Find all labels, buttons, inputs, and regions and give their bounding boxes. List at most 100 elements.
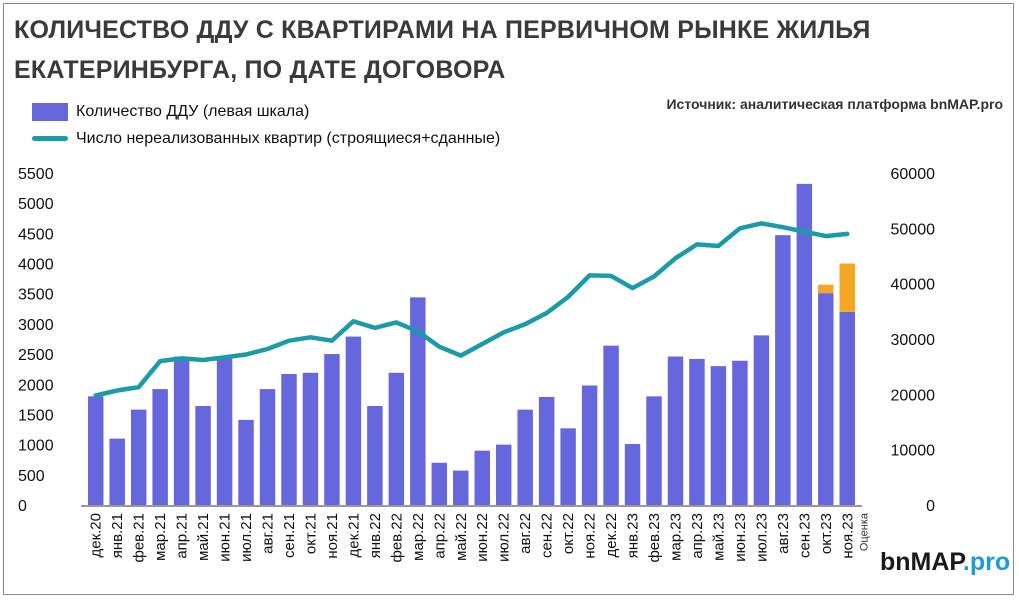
estimate-bar-segment: [818, 284, 834, 294]
x-tick-label: дек.22: [603, 513, 620, 558]
y-right-tick-label: 20000: [891, 387, 936, 404]
bar: [538, 396, 555, 505]
bar: [238, 419, 254, 505]
y-left-tick-label: 4500: [18, 226, 54, 243]
y-left-tick-label: 2000: [18, 377, 54, 394]
x-tick-label: янв.23: [625, 513, 642, 558]
x-tick-label: окт.23: [818, 513, 835, 554]
bar: [367, 406, 383, 505]
x-tick-label: апр.21: [174, 513, 191, 559]
estimate-bar-segment: [839, 263, 855, 312]
y-left-tick-label: 500: [18, 468, 45, 485]
y-right-tick-label: 50000: [891, 221, 936, 238]
y-right-tick-label: 0: [926, 498, 935, 515]
y-left-tick-label: 5500: [18, 166, 54, 183]
source-note: Источник: аналитическая платформа bnMAP.…: [666, 96, 1003, 112]
line-series-unsold: [93, 221, 850, 398]
x-tick-label: дек.20: [88, 513, 105, 558]
title-line-1: КОЛИЧЕСТВО ДДУ С КВАРТИРАМИ НА ПЕРВИЧНОМ…: [14, 16, 871, 44]
bar: [753, 335, 770, 505]
logo-bn: bn: [880, 548, 911, 576]
x-tick-label: фев.22: [388, 513, 405, 563]
x-tick-label: ноя.21: [324, 513, 341, 559]
y-right-tick-label: 30000: [891, 332, 936, 349]
legend-line-label: Число нереализованных квартир (строящиес…: [76, 129, 501, 147]
bar: [130, 409, 147, 505]
logo-map: MAP: [910, 548, 963, 576]
x-tick-label: янв.21: [109, 513, 126, 558]
bar: [495, 444, 512, 505]
x-tick-label: ноя.23: [839, 513, 856, 559]
bar: [474, 450, 490, 505]
x-tick-label: апр.23: [689, 513, 706, 559]
x-tick-label: июн.21: [217, 513, 234, 562]
bar: [195, 406, 211, 505]
estimate-note: Оценка: [858, 512, 870, 551]
x-tick-label: ноя.22: [582, 513, 599, 559]
bar: [302, 372, 319, 505]
bar: [646, 396, 662, 505]
x-tick-label: мар.21: [152, 513, 169, 561]
bar: [324, 354, 340, 505]
y-left-tick-label: 5000: [18, 196, 54, 213]
x-tick-label: окт.22: [560, 513, 577, 554]
legend-item-bars: Количество ДДУ (левая шкала): [32, 98, 500, 125]
x-tick-label: янв.22: [367, 513, 384, 558]
bar: [839, 311, 855, 505]
x-tick-label: фев.23: [646, 513, 663, 563]
bar: [109, 438, 125, 505]
legend-item-line: Число нереализованных квартир (строящиес…: [32, 125, 500, 152]
bar: [796, 183, 813, 505]
x-tick-label: мар.23: [667, 513, 684, 561]
bar: [216, 356, 233, 505]
bar: [710, 366, 727, 505]
bar: [689, 358, 705, 505]
bar: [732, 360, 748, 505]
x-tick-label: мар.22: [410, 513, 427, 561]
bar: [603, 345, 619, 505]
x-tick-label: сен.21: [281, 513, 298, 558]
x-tick-label: июл.21: [238, 513, 255, 562]
x-tick-label: сен.22: [539, 513, 556, 558]
x-tick-label: дек.21: [345, 513, 362, 558]
y-right-tick-label: 10000: [891, 443, 936, 460]
bar: [431, 462, 448, 505]
x-tick-label: фев.21: [131, 513, 148, 563]
x-tick-label: июл.22: [496, 513, 513, 562]
x-tick-label: авг.22: [517, 513, 534, 554]
x-tick-label: июн.22: [474, 513, 491, 562]
y-left-tick-label: 4000: [18, 257, 54, 274]
x-tick-label: авг.21: [260, 513, 277, 554]
x-tick-label: июн.23: [732, 513, 749, 562]
x-tick-label: июл.23: [753, 513, 770, 562]
title-line-2: ЕКАТЕРИНБУРГА, ПО ДАТЕ ДОГОВОРА: [14, 56, 506, 84]
legend-line-swatch: [32, 136, 68, 141]
bar: [410, 297, 426, 505]
y-left-tick-label: 1000: [18, 438, 54, 455]
bar: [281, 374, 297, 505]
legend: Количество ДДУ (левая шкала) Число нереа…: [32, 98, 500, 152]
y-left-tick-label: 1500: [18, 407, 54, 424]
bar: [88, 396, 104, 505]
x-tick-label: май.22: [453, 513, 470, 561]
legend-bar-label: Количество ДДУ (левая шкала): [76, 102, 310, 120]
bar: [517, 409, 533, 505]
y-left-tick-label: 2500: [18, 347, 54, 364]
bar: [152, 389, 168, 505]
bar: [259, 389, 276, 505]
bar: [345, 336, 362, 505]
x-tick-label: май.23: [710, 513, 727, 561]
bar: [581, 385, 598, 505]
bar: [560, 428, 576, 505]
bar: [775, 235, 791, 505]
x-tick-label: авг.23: [775, 513, 792, 554]
logo-pro: .pro: [962, 548, 1011, 576]
bar: [173, 356, 190, 505]
y-left-tick-label: 3000: [18, 317, 54, 334]
brand-logo: bnMAP.pro: [880, 548, 1010, 577]
x-tick-label: апр.22: [431, 513, 448, 559]
legend-bar-swatch: [32, 102, 68, 121]
chart-title: КОЛИЧЕСТВО ДДУ С КВАРТИРАМИ НА ПЕРВИЧНОМ…: [14, 10, 1004, 90]
x-tick-label: май.21: [195, 513, 212, 561]
